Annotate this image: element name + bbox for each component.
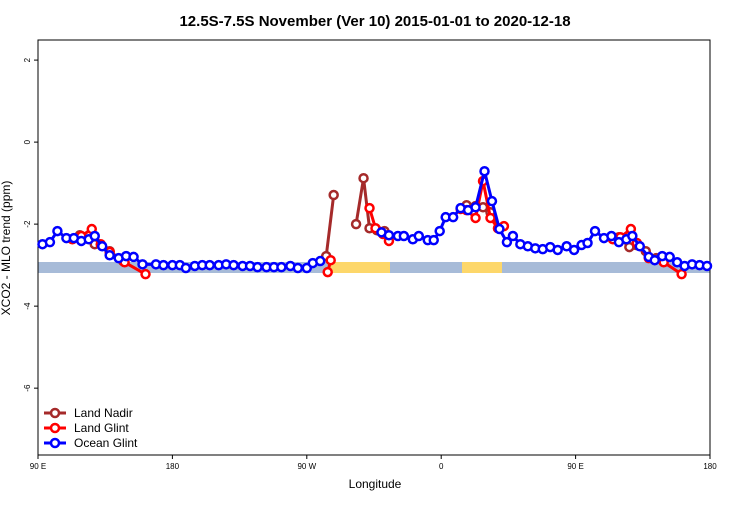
chart-title: 12.5S-7.5S November (Ver 10) 2015-01-01 … xyxy=(179,13,570,30)
x-tick-label: 180 xyxy=(166,462,180,471)
land-strip xyxy=(330,262,390,273)
point xyxy=(627,230,638,242)
point xyxy=(701,260,713,272)
point xyxy=(486,195,498,207)
point xyxy=(507,230,519,242)
point xyxy=(158,259,169,271)
point xyxy=(398,230,410,242)
point xyxy=(676,268,687,280)
point xyxy=(494,223,505,235)
x-tick-label: 90 E xyxy=(567,462,583,471)
point xyxy=(140,268,151,280)
point xyxy=(413,230,425,242)
legend-label: Land Nadir xyxy=(74,406,133,420)
point xyxy=(180,262,192,274)
point xyxy=(364,202,375,214)
point xyxy=(44,236,56,248)
point xyxy=(350,218,362,230)
point xyxy=(314,255,326,267)
point xyxy=(428,234,439,246)
point xyxy=(447,211,459,223)
point xyxy=(589,225,601,237)
point xyxy=(276,261,287,273)
point xyxy=(204,259,215,271)
land-ocean-strip xyxy=(38,262,710,273)
point xyxy=(649,254,660,266)
point xyxy=(582,237,593,249)
point xyxy=(470,202,481,213)
legend-marker xyxy=(49,422,61,434)
x-tick-label: 0 xyxy=(439,462,444,471)
legend-label: Land Glint xyxy=(74,421,129,435)
land-strip xyxy=(462,262,502,273)
y-axis-label: XCO2 - MLO trend (ppm) xyxy=(0,181,13,316)
y-tick-label: -2 xyxy=(23,220,32,228)
series-line xyxy=(42,170,708,270)
x-tick-label: 90 W xyxy=(297,462,316,471)
point xyxy=(606,230,617,242)
point xyxy=(479,165,490,177)
point xyxy=(485,212,496,224)
point xyxy=(470,212,481,224)
point xyxy=(89,230,100,242)
point xyxy=(552,244,563,256)
point xyxy=(228,259,239,271)
point xyxy=(325,254,336,266)
y-tick-label: 0 xyxy=(23,139,32,144)
point xyxy=(501,236,513,248)
y-tick-label: -6 xyxy=(23,384,32,392)
point xyxy=(434,225,445,237)
point xyxy=(664,251,675,263)
legend-label: Ocean Glint xyxy=(74,436,138,450)
legend-marker xyxy=(49,407,61,419)
point xyxy=(383,229,395,241)
point xyxy=(128,251,139,263)
point xyxy=(252,261,263,273)
point xyxy=(328,189,339,201)
legend-marker xyxy=(49,437,61,449)
point xyxy=(322,266,333,278)
x-tick-label: 90 E xyxy=(30,462,46,471)
point xyxy=(96,241,108,252)
point xyxy=(52,225,63,237)
series xyxy=(37,165,713,274)
y-tick-label: 2 xyxy=(23,57,32,62)
point xyxy=(634,241,646,252)
point xyxy=(568,244,580,256)
y-tick-label: -4 xyxy=(23,302,32,310)
plot-frame xyxy=(37,39,711,456)
point xyxy=(358,172,369,184)
point xyxy=(104,250,115,261)
x-axis-label: Longitude xyxy=(349,477,402,491)
point xyxy=(292,262,304,274)
x-tick-label: 180 xyxy=(703,462,717,471)
point xyxy=(137,259,148,270)
